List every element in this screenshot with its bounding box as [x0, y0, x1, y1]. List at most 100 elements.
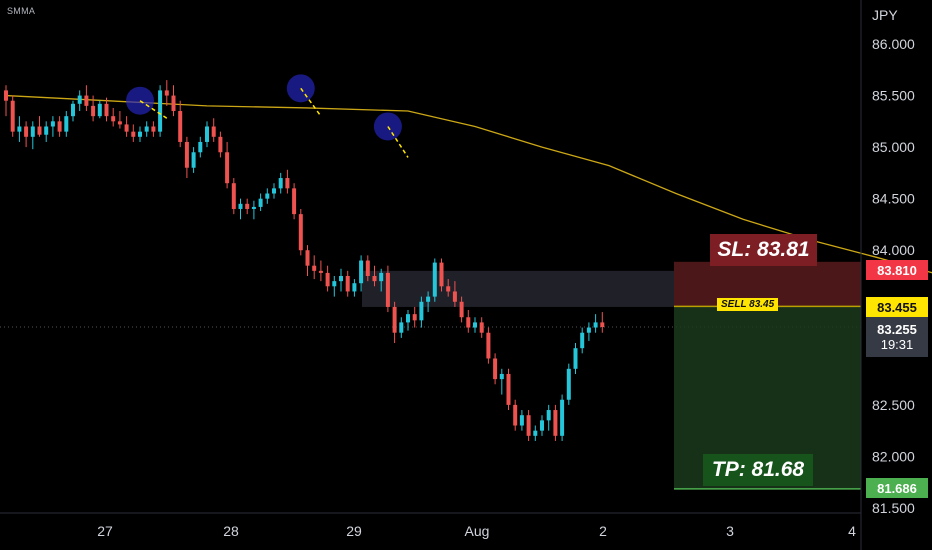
candle-body [459, 301, 464, 318]
candle-body [593, 322, 598, 328]
candle-body [580, 332, 585, 349]
candle-body [124, 124, 129, 132]
candle-body [57, 121, 62, 132]
candle-body [44, 126, 49, 135]
indicator-label[interactable]: SMMA [7, 6, 36, 16]
candle-body [30, 126, 35, 137]
candle-body [352, 283, 357, 292]
candle-body [238, 203, 243, 209]
candle-body [191, 152, 196, 168]
x-tick-label: Aug [465, 523, 490, 539]
candle-body [91, 105, 96, 117]
candle-body [332, 281, 337, 287]
overlays-layer [126, 74, 409, 158]
smma-line [5, 94, 932, 274]
candle-body [211, 126, 216, 137]
candle-body [419, 301, 424, 321]
candle-body [50, 121, 55, 127]
candle-body [600, 322, 605, 328]
smma-layer [5, 94, 932, 274]
candle-body [392, 306, 397, 333]
stop-loss-label: SL: 83.81 [710, 234, 817, 266]
candle-body [272, 188, 276, 194]
x-axis-ticks: 27 28 29 Aug 2 3 4 [97, 523, 856, 539]
candle-body [251, 206, 256, 209]
candle-body [379, 272, 384, 282]
candle-body [345, 276, 350, 292]
y-tick-label: 86.000 [872, 36, 915, 52]
candle-body [493, 358, 498, 380]
candle-body [499, 373, 504, 380]
candle-body [513, 404, 518, 426]
candle-body [473, 322, 477, 328]
x-tick-label: 29 [346, 523, 362, 539]
candle-body [292, 188, 297, 215]
current-price-tag: 83.255 19:31 [866, 317, 928, 357]
candle-body [218, 136, 223, 153]
candle-body [573, 348, 578, 369]
candle-body [553, 410, 558, 436]
candle-body [131, 131, 136, 137]
zones-layer [0, 261, 861, 490]
candle-body [84, 95, 89, 106]
candle-body [506, 373, 511, 405]
candle-body [225, 152, 230, 184]
candle-body [312, 265, 317, 271]
candle-body [144, 126, 149, 132]
candles-layer [4, 80, 605, 441]
candle-body [64, 116, 69, 132]
candle-body [546, 410, 551, 421]
candle-body [452, 291, 457, 302]
candle-body [466, 317, 471, 328]
y-tick-label: 85.500 [872, 88, 915, 104]
candle-body [245, 203, 250, 209]
candle-body [77, 95, 82, 104]
candle-body [111, 116, 116, 122]
candle-body [560, 399, 565, 436]
candle-body [164, 90, 169, 96]
candle-body [198, 141, 203, 153]
candle-body [305, 250, 310, 266]
y-tick-label: 82.000 [872, 448, 915, 464]
candle-body [586, 327, 591, 333]
candle-body [4, 90, 8, 101]
candle-body [117, 121, 122, 125]
candle-body [151, 126, 156, 132]
candle-body [566, 368, 571, 400]
y-tick-label: 85.000 [872, 139, 915, 155]
x-tick-label: 4 [848, 523, 856, 539]
candle-body [265, 193, 270, 199]
candle-body [325, 272, 330, 287]
candle-body [526, 415, 531, 436]
candle-body [446, 286, 451, 292]
resistance-zone [362, 270, 674, 307]
candle-body [10, 100, 15, 132]
entry-price-tag: 83.455 [866, 297, 928, 317]
candle-body [533, 430, 538, 436]
x-tick-label: 28 [223, 523, 239, 539]
y-tick-label: 81.500 [872, 500, 915, 516]
y-axis-ticks: 86.000 85.500 85.000 84.500 84.000 82.500 82.0… [872, 36, 915, 516]
candle-body [365, 260, 370, 276]
swing-projection [387, 126, 409, 158]
candle-body [178, 111, 183, 142]
candle-body [432, 262, 437, 297]
candle-body [540, 420, 544, 431]
candle-body [479, 322, 484, 333]
candle-body [359, 260, 364, 284]
sell-entry-label: SELL 83.45 [717, 298, 779, 311]
candle-body [278, 178, 283, 189]
candle-body [285, 178, 290, 189]
candle-body [372, 276, 377, 282]
y-tick-label: 82.500 [872, 397, 915, 413]
candle-body [339, 276, 343, 282]
candle-body [231, 183, 236, 209]
candle-body [24, 126, 29, 137]
y-tick-label: 84.000 [872, 242, 915, 258]
candle-body [184, 141, 189, 168]
candle-body [318, 270, 323, 273]
stop-loss-price-tag: 83.810 [866, 260, 928, 280]
candle-body [385, 272, 390, 307]
candle-body [97, 103, 102, 117]
